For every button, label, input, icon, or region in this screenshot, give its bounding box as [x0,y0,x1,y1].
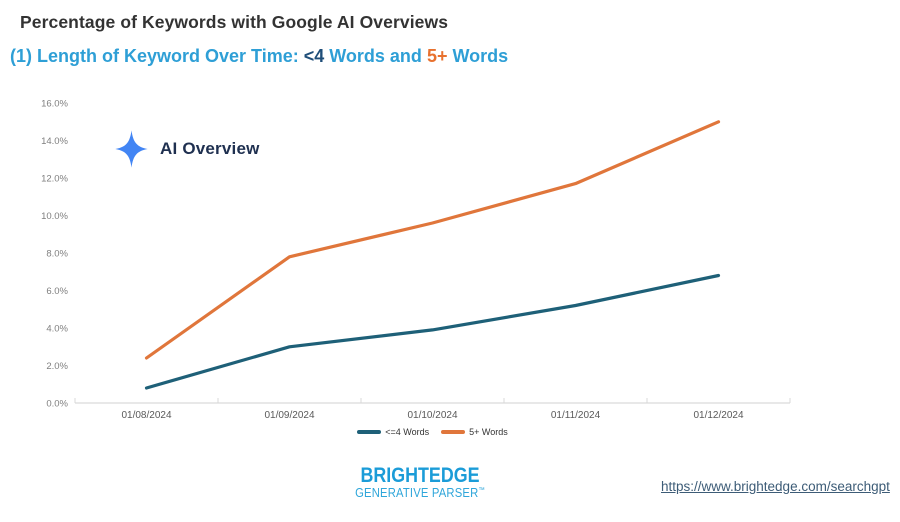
y-axis-tick-label: 2.0% [46,361,68,372]
y-axis-tick-label: 4.0% [46,324,68,335]
x-axis-label: 01/09/2024 [264,410,314,421]
chart-subtitle: (1) Length of Keyword Over Time: <4 Word… [10,46,508,67]
legend-item-1: 5+ Words [441,427,508,437]
y-axis-tick-label: 0.0% [46,399,68,410]
searchgpt-link[interactable]: https://www.brightedge.com/searchgpt [661,479,890,494]
subtitle-suffix: Words [447,46,509,66]
brightedge-logo-tagline: GENERATIVE PARSER™ [355,486,485,501]
page-title: Percentage of Keywords with Google AI Ov… [20,12,449,32]
subtitle-prefix: (1) Length of Keyword Over Time: [10,46,304,66]
x-axis-label: 01/12/2024 [693,410,743,421]
legend-label-1: 5+ Words [469,427,508,437]
series-line-1 [144,120,721,360]
y-axis-tick-label: 16.0% [41,99,68,110]
x-axis-label: 01/08/2024 [121,410,171,421]
ai-overview-badge: AI Overview [115,130,260,168]
ai-sparkle-icon [115,130,148,168]
x-axis-label: 01/11/2024 [551,410,601,421]
legend-swatch-0 [357,430,382,434]
y-axis-tick-label: 8.0% [46,249,68,260]
brightedge-logo-name: BRIGHTEDGE [360,464,480,487]
y-axis-tick-label: 10.0% [41,211,68,222]
legend-label-0: <=4 Words [385,427,430,437]
y-axis-tick-label: 12.0% [41,174,68,185]
legend-swatch-1 [441,430,466,434]
subtitle-5plus: 5+ [426,46,448,66]
trademark-symbol: ™ [478,487,485,495]
brightedge-logo: BRIGHTEDGE GENERATIVE PARSER™ [0,464,840,501]
chart-legend: <=4 Words 5+ Words [0,427,865,437]
subtitle-lt4-words: <4 [303,46,325,66]
legend-item-0: <=4 Words [357,427,429,437]
y-axis-tick-label: 6.0% [46,286,68,297]
subtitle-mid: Words and [324,46,427,66]
ai-overview-label: AI Overview [160,139,260,158]
y-axis-tick-label: 14.0% [41,136,68,147]
series-line-0 [144,273,721,390]
x-axis-label: 01/10/2024 [407,410,457,421]
line-chart-canvas: 01/08/2024 01/09/2024 01/10/2024 01/11/2024… [41,99,791,421]
line-chart: 01/08/2024 01/09/2024 01/10/2024 01/11/2024… [0,85,900,460]
